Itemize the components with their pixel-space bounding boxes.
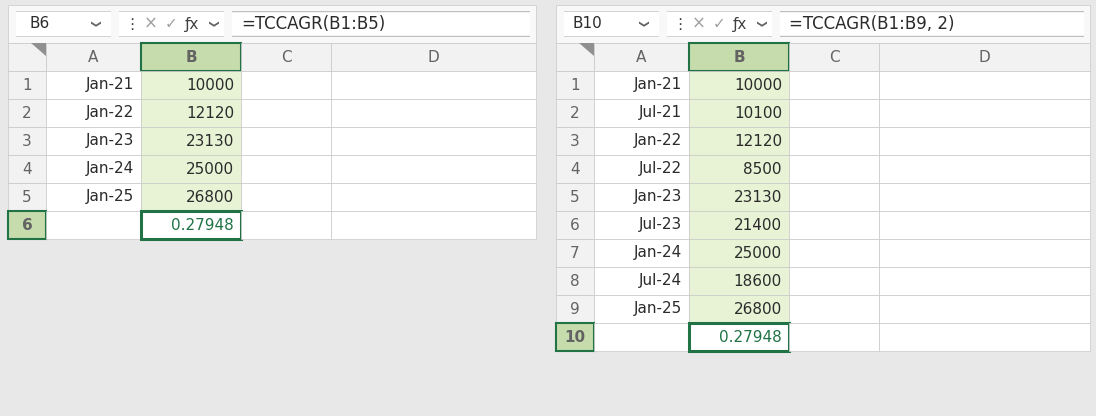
Text: 4: 4 bbox=[570, 161, 580, 176]
Text: C: C bbox=[829, 50, 840, 64]
Text: 2: 2 bbox=[22, 106, 32, 121]
Text: =TCCAGR(B1:B5): =TCCAGR(B1:B5) bbox=[241, 15, 385, 33]
Text: ƒx: ƒx bbox=[733, 17, 747, 32]
Text: ×: × bbox=[692, 15, 706, 33]
Text: 4: 4 bbox=[22, 161, 32, 176]
Text: 3: 3 bbox=[22, 134, 32, 149]
Text: 10000: 10000 bbox=[186, 77, 235, 92]
FancyBboxPatch shape bbox=[226, 12, 536, 37]
Text: =TCCAGR(B1:B9, 2): =TCCAGR(B1:B9, 2) bbox=[789, 15, 955, 33]
Text: ❯: ❯ bbox=[637, 20, 647, 28]
Text: ✓: ✓ bbox=[165, 17, 178, 32]
Text: 1: 1 bbox=[570, 77, 580, 92]
FancyBboxPatch shape bbox=[116, 11, 227, 37]
Text: ❯: ❯ bbox=[754, 20, 764, 28]
Text: D: D bbox=[427, 50, 439, 64]
Text: B6: B6 bbox=[30, 17, 50, 32]
Text: 3: 3 bbox=[570, 134, 580, 149]
Text: ⋮: ⋮ bbox=[124, 17, 139, 32]
Text: 5: 5 bbox=[570, 190, 580, 205]
Text: B: B bbox=[185, 50, 197, 64]
Text: 25000: 25000 bbox=[734, 245, 783, 260]
Text: Jul-22: Jul-22 bbox=[639, 161, 683, 176]
Text: 26800: 26800 bbox=[733, 302, 783, 317]
Text: 12120: 12120 bbox=[734, 134, 783, 149]
Text: A: A bbox=[637, 50, 647, 64]
Text: ✓: ✓ bbox=[713, 17, 726, 32]
Text: 6: 6 bbox=[570, 218, 580, 233]
Text: 6: 6 bbox=[22, 218, 33, 233]
Text: Jan-23: Jan-23 bbox=[85, 134, 135, 149]
Text: B: B bbox=[733, 50, 745, 64]
Text: 8500: 8500 bbox=[743, 161, 783, 176]
Text: 21400: 21400 bbox=[734, 218, 783, 233]
Text: Jul-21: Jul-21 bbox=[639, 106, 683, 121]
Text: 0.27948: 0.27948 bbox=[719, 329, 783, 344]
Text: Jan-21: Jan-21 bbox=[635, 77, 683, 92]
Text: Jan-25: Jan-25 bbox=[635, 302, 683, 317]
Polygon shape bbox=[31, 43, 46, 56]
Text: Jan-25: Jan-25 bbox=[87, 190, 135, 205]
Text: 18600: 18600 bbox=[733, 273, 783, 289]
Text: Jan-22: Jan-22 bbox=[87, 106, 135, 121]
Text: 23130: 23130 bbox=[733, 190, 783, 205]
Text: 25000: 25000 bbox=[186, 161, 235, 176]
FancyBboxPatch shape bbox=[664, 11, 775, 37]
Text: 10: 10 bbox=[564, 329, 585, 344]
Text: B10: B10 bbox=[573, 17, 603, 32]
Text: ƒx: ƒx bbox=[185, 17, 199, 32]
Text: D: D bbox=[979, 50, 991, 64]
Text: ❯: ❯ bbox=[89, 20, 99, 28]
FancyBboxPatch shape bbox=[13, 11, 114, 37]
Text: Jan-22: Jan-22 bbox=[635, 134, 683, 149]
Text: 26800: 26800 bbox=[185, 190, 235, 205]
Text: Jul-23: Jul-23 bbox=[639, 218, 683, 233]
Text: 10000: 10000 bbox=[734, 77, 783, 92]
Text: 5: 5 bbox=[22, 190, 32, 205]
Text: Jan-24: Jan-24 bbox=[635, 245, 683, 260]
Text: 23130: 23130 bbox=[185, 134, 235, 149]
Text: 2: 2 bbox=[570, 106, 580, 121]
Text: 0.27948: 0.27948 bbox=[171, 218, 235, 233]
Text: ×: × bbox=[144, 15, 158, 33]
Text: Jan-23: Jan-23 bbox=[633, 190, 683, 205]
Text: 1: 1 bbox=[22, 77, 32, 92]
Text: ❯: ❯ bbox=[206, 20, 216, 28]
Text: Jan-24: Jan-24 bbox=[87, 161, 135, 176]
Text: 8: 8 bbox=[570, 273, 580, 289]
Text: ⋮: ⋮ bbox=[672, 17, 687, 32]
Text: Jul-24: Jul-24 bbox=[639, 273, 683, 289]
Text: A: A bbox=[89, 50, 99, 64]
Text: 12120: 12120 bbox=[186, 106, 235, 121]
Text: 10100: 10100 bbox=[734, 106, 783, 121]
Text: Jan-21: Jan-21 bbox=[87, 77, 135, 92]
Polygon shape bbox=[579, 43, 594, 56]
FancyBboxPatch shape bbox=[774, 12, 1091, 37]
FancyBboxPatch shape bbox=[561, 11, 662, 37]
Text: 9: 9 bbox=[570, 302, 580, 317]
Text: C: C bbox=[281, 50, 292, 64]
Text: 7: 7 bbox=[570, 245, 580, 260]
